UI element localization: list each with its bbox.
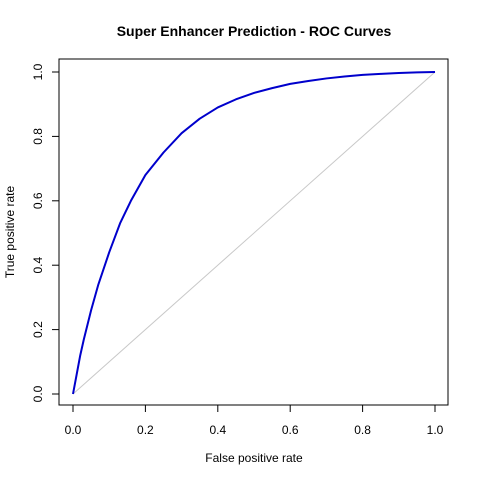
x-tick-label: 0.8	[354, 423, 371, 437]
y-tick-label: 0.0	[31, 385, 45, 402]
y-axis: 0.0 0.2 0.4 0.6 0.8 1.0	[31, 63, 60, 402]
y-tick-label: 0.4	[31, 257, 45, 274]
y-tick-label: 0.8	[31, 128, 45, 145]
chart-title: Super Enhancer Prediction - ROC Curves	[117, 23, 392, 39]
x-tick-label: 0.0	[65, 423, 82, 437]
y-tick-label: 0.6	[31, 192, 45, 209]
x-tick-label: 0.6	[282, 423, 299, 437]
x-axis-label: False positive rate	[205, 451, 303, 465]
y-axis-label: True positive rate	[3, 186, 17, 279]
x-tick-label: 0.4	[209, 423, 226, 437]
x-axis: 0.0 0.2 0.4 0.6 0.8 1.0	[65, 404, 444, 437]
y-tick-label: 0.2	[31, 321, 45, 338]
x-tick-label: 0.2	[137, 423, 154, 437]
diagonal-reference-line	[72, 71, 436, 395]
y-tick-label: 1.0	[31, 63, 45, 80]
roc-curve-line	[72, 71, 436, 395]
x-tick-label: 1.0	[427, 423, 444, 437]
